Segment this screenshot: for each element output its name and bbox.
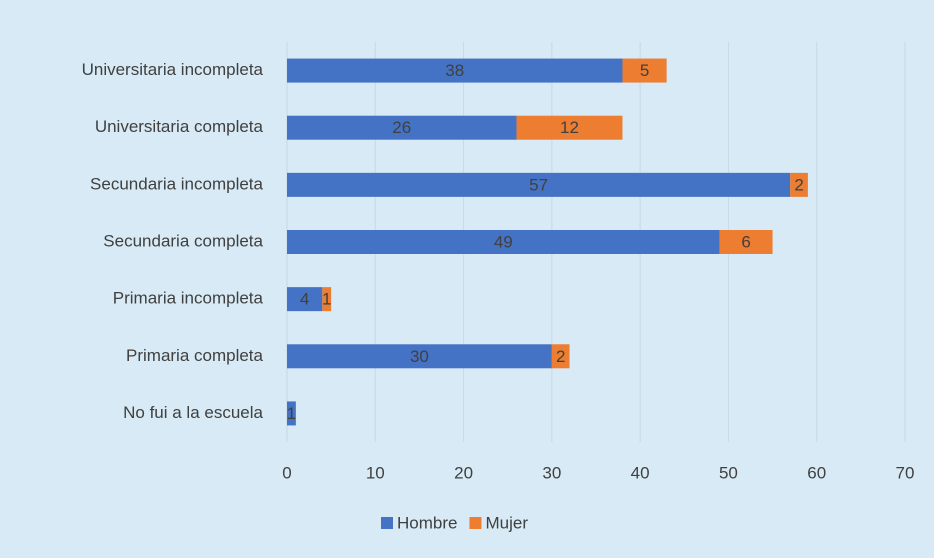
bar <box>322 287 332 312</box>
legend-label: Hombre <box>397 513 457 532</box>
legend-swatch <box>469 517 482 529</box>
bar <box>287 115 517 140</box>
data-label: 49 <box>494 232 513 251</box>
data-label: 2 <box>556 347 565 366</box>
legend-label: Mujer <box>485 513 528 532</box>
y-tick-label: Primaria completa <box>126 346 264 365</box>
data-label: 6 <box>741 232 750 251</box>
data-label: 5 <box>640 61 649 80</box>
bar <box>287 401 296 426</box>
x-tick-label: 0 <box>282 463 291 482</box>
bar <box>287 172 791 197</box>
data-label: 26 <box>392 118 411 137</box>
bar <box>287 230 720 254</box>
bar <box>516 115 623 140</box>
bar <box>551 344 570 369</box>
data-label: 1 <box>287 404 296 423</box>
x-tick-label: 20 <box>454 463 473 482</box>
x-tick-label: 50 <box>719 463 738 482</box>
data-label: 4 <box>300 290 309 309</box>
data-label: 38 <box>445 61 464 80</box>
bar <box>622 58 667 83</box>
y-tick-label: Secundaria incompleta <box>90 174 263 193</box>
x-tick-label: 40 <box>631 463 650 482</box>
y-tick-label: Universitaria completa <box>95 117 264 136</box>
y-tick-label: Secundaria completa <box>103 231 263 250</box>
bar <box>287 344 552 369</box>
data-label: 2 <box>794 175 803 194</box>
bar <box>719 230 773 254</box>
bar <box>790 172 808 197</box>
bar <box>287 287 323 312</box>
data-label: 57 <box>529 175 548 194</box>
legend-swatch <box>381 517 393 529</box>
x-tick-label: 10 <box>366 463 385 482</box>
y-tick-label: Universitaria incompleta <box>82 60 264 79</box>
bar <box>287 58 623 83</box>
x-tick-label: 60 <box>807 463 826 482</box>
x-tick-label: 70 <box>896 463 915 482</box>
data-label: 12 <box>560 118 579 137</box>
x-tick-label: 30 <box>542 463 561 482</box>
data-label: 30 <box>410 347 429 366</box>
y-tick-label: No fui a la escuela <box>123 403 263 422</box>
y-tick-label: Primaria incompleta <box>113 289 264 308</box>
data-label: 1 <box>322 290 331 309</box>
